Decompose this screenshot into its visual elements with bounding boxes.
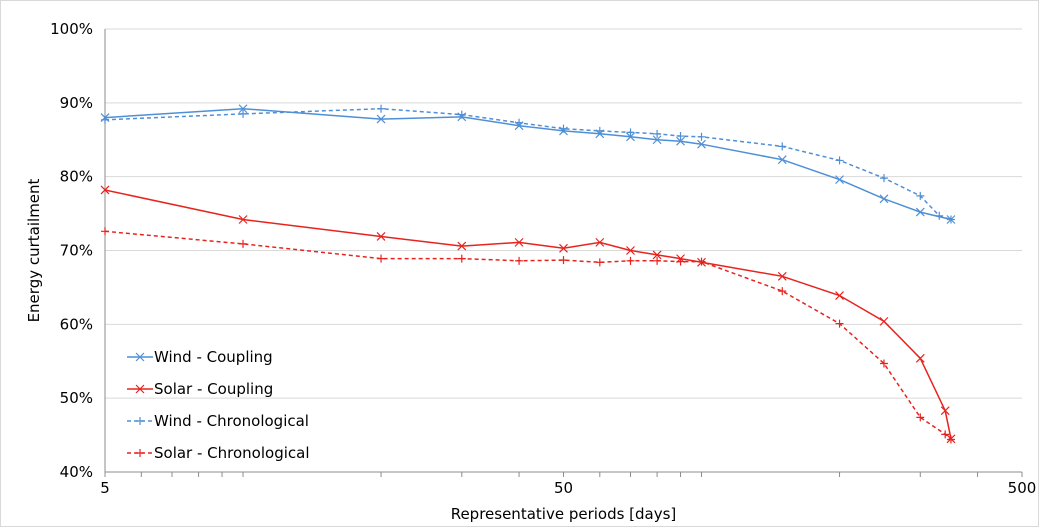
- data-point: [559, 243, 568, 253]
- data-point: [916, 191, 925, 200]
- data-point: [515, 118, 524, 127]
- data-point: [238, 215, 248, 224]
- data-point: [778, 287, 787, 296]
- data-point: [697, 132, 706, 141]
- legend-item: Wind - Chronological: [127, 412, 309, 430]
- legend-item: Wind - Coupling: [127, 348, 273, 366]
- data-point: [653, 129, 662, 138]
- data-point: [778, 142, 787, 151]
- legend-marker: [136, 449, 144, 457]
- legend-label: Solar - Coupling: [154, 380, 273, 398]
- data-point: [514, 237, 524, 247]
- data-point: [915, 353, 925, 363]
- series-0: [100, 104, 956, 224]
- y-tick-label: 80%: [60, 168, 93, 186]
- data-point: [916, 413, 925, 422]
- data-point: [101, 115, 109, 124]
- series-2: [101, 104, 955, 224]
- data-point: [101, 227, 109, 236]
- y-tick-label: 90%: [60, 94, 93, 112]
- data-point: [879, 174, 888, 183]
- data-point: [559, 124, 568, 133]
- data-point: [595, 258, 604, 267]
- data-point: [935, 211, 944, 220]
- data-point: [915, 207, 925, 217]
- data-point: [100, 185, 110, 195]
- data-point: [946, 435, 955, 444]
- data-point: [676, 257, 685, 266]
- series-1: [100, 185, 956, 444]
- y-tick-label: 40%: [60, 463, 93, 481]
- legend-item: Solar - Chronological: [127, 444, 310, 462]
- x-axis-title: Representative periods [days]: [451, 505, 677, 523]
- data-point: [835, 175, 844, 185]
- data-point: [879, 359, 888, 368]
- data-point: [676, 136, 685, 146]
- data-point: [239, 109, 248, 118]
- data-point: [835, 291, 844, 300]
- data-point: [653, 256, 662, 265]
- data-point: [676, 132, 685, 141]
- data-point: [376, 114, 386, 124]
- data-point: [626, 256, 635, 265]
- data-point: [697, 139, 706, 149]
- y-tick-label: 60%: [60, 315, 93, 333]
- series-line: [104, 230, 952, 441]
- data-point: [559, 256, 568, 265]
- data-point: [595, 126, 604, 135]
- data-point: [835, 156, 844, 165]
- data-point: [946, 215, 955, 224]
- data-point: [626, 246, 635, 255]
- series-3: [101, 227, 955, 444]
- series-line: [104, 107, 952, 221]
- data-point: [595, 237, 605, 247]
- y-tick-label: 70%: [60, 242, 93, 260]
- data-point: [239, 239, 248, 248]
- data-point: [626, 132, 635, 142]
- data-point: [777, 271, 787, 281]
- data-point: [377, 104, 386, 113]
- data-point: [941, 430, 950, 439]
- x-tick-label: 500: [1008, 479, 1037, 497]
- data-point: [515, 256, 524, 265]
- data-point: [879, 194, 889, 204]
- data-point: [457, 110, 466, 119]
- axes: 40% 50% 60% 70% 80% 90% 100% 5 50 500: [50, 20, 1036, 497]
- grid-lines: [105, 28, 1022, 399]
- data-point: [238, 104, 248, 114]
- legend: Wind - Coupling Solar - Coupling Wind - Ch…: [127, 348, 310, 462]
- data-point: [697, 257, 706, 266]
- data-point: [652, 250, 662, 260]
- legend-item: Solar - Coupling: [127, 380, 273, 398]
- data-point: [457, 254, 466, 263]
- legend-label: Wind - Coupling: [154, 348, 273, 366]
- legend-label: Solar - Chronological: [154, 444, 310, 462]
- data-point: [652, 135, 662, 145]
- data-point: [940, 406, 950, 416]
- data-point: [376, 232, 386, 241]
- data-point: [879, 316, 889, 326]
- x-tick-label: 5: [100, 479, 110, 497]
- data-point: [626, 128, 635, 137]
- y-tick-label: 50%: [60, 389, 93, 407]
- series-lines: [100, 104, 956, 444]
- legend-marker: [135, 352, 145, 362]
- data-point: [377, 254, 386, 263]
- series-line: [104, 107, 952, 221]
- x-tick-label: 50: [554, 479, 573, 497]
- legend-marker: [136, 417, 144, 425]
- data-point: [835, 319, 844, 328]
- data-point: [777, 155, 787, 165]
- y-tick-label: 100%: [50, 20, 93, 38]
- legend-label: Wind - Chronological: [154, 412, 309, 430]
- y-axis-title: Energy curtailment: [25, 178, 43, 322]
- legend-marker: [135, 384, 145, 394]
- data-point: [457, 241, 467, 251]
